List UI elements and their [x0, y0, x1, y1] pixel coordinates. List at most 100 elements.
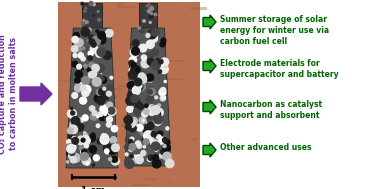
Circle shape: [80, 85, 86, 91]
Circle shape: [151, 105, 160, 115]
Circle shape: [88, 51, 93, 56]
Circle shape: [103, 144, 112, 152]
Circle shape: [162, 96, 166, 99]
Circle shape: [100, 135, 109, 144]
Circle shape: [84, 64, 87, 68]
Circle shape: [154, 13, 157, 16]
Circle shape: [98, 11, 99, 12]
Circle shape: [97, 138, 103, 144]
Circle shape: [140, 29, 144, 33]
Circle shape: [70, 122, 76, 128]
Text: CO₂ capture and reduction
to carbon in molten salts: CO₂ capture and reduction to carbon in m…: [0, 34, 18, 154]
Circle shape: [91, 133, 95, 136]
Circle shape: [144, 122, 147, 125]
Circle shape: [83, 19, 85, 21]
Circle shape: [128, 81, 133, 87]
Circle shape: [132, 86, 140, 94]
Circle shape: [112, 144, 119, 152]
Circle shape: [82, 115, 88, 121]
Circle shape: [133, 90, 135, 92]
Circle shape: [135, 82, 142, 89]
Circle shape: [82, 149, 87, 155]
Circle shape: [156, 122, 159, 125]
Circle shape: [155, 96, 158, 99]
Bar: [117, 85, 137, 88]
Circle shape: [165, 140, 170, 145]
Circle shape: [160, 42, 165, 47]
Circle shape: [70, 157, 77, 163]
Circle shape: [73, 53, 77, 57]
Circle shape: [113, 147, 115, 149]
Circle shape: [130, 56, 137, 63]
Circle shape: [152, 49, 159, 56]
Circle shape: [163, 138, 167, 142]
Circle shape: [82, 77, 89, 84]
Bar: [101, 95, 118, 98]
Circle shape: [99, 113, 107, 121]
Circle shape: [134, 126, 137, 130]
Circle shape: [125, 124, 131, 130]
Circle shape: [162, 144, 170, 152]
Circle shape: [133, 41, 139, 47]
Circle shape: [84, 10, 86, 12]
Circle shape: [75, 118, 83, 125]
Bar: [155, 95, 168, 97]
FancyArrow shape: [203, 100, 216, 114]
Circle shape: [139, 30, 141, 31]
Circle shape: [98, 112, 103, 116]
Circle shape: [81, 68, 83, 70]
Circle shape: [97, 115, 99, 118]
Circle shape: [152, 61, 160, 70]
Circle shape: [129, 147, 133, 151]
Circle shape: [155, 108, 163, 117]
Circle shape: [150, 31, 158, 39]
Circle shape: [67, 109, 76, 118]
Circle shape: [108, 107, 115, 114]
Circle shape: [131, 62, 136, 67]
Circle shape: [71, 154, 80, 162]
Circle shape: [144, 139, 149, 145]
Circle shape: [81, 136, 90, 145]
Circle shape: [96, 64, 105, 72]
Circle shape: [160, 153, 164, 158]
Circle shape: [75, 84, 82, 92]
Circle shape: [72, 61, 78, 67]
Circle shape: [144, 131, 153, 140]
Text: Summer storage of solar
energy for winter use via
carbon fuel cell: Summer storage of solar energy for winte…: [220, 15, 329, 46]
Circle shape: [80, 97, 86, 104]
Circle shape: [129, 143, 136, 150]
Circle shape: [90, 134, 95, 139]
Bar: [192, 139, 198, 141]
Circle shape: [86, 47, 88, 49]
Circle shape: [132, 40, 139, 47]
Circle shape: [163, 152, 171, 161]
Circle shape: [75, 78, 80, 83]
Circle shape: [153, 117, 162, 125]
Bar: [152, 15, 164, 17]
Bar: [160, 78, 183, 80]
Circle shape: [149, 108, 156, 115]
FancyArrow shape: [20, 83, 52, 105]
Circle shape: [106, 85, 114, 92]
Circle shape: [125, 153, 128, 156]
Circle shape: [100, 101, 104, 105]
Circle shape: [82, 47, 85, 50]
Circle shape: [71, 46, 78, 52]
Circle shape: [131, 140, 138, 147]
Circle shape: [81, 2, 84, 5]
Circle shape: [135, 141, 141, 146]
Circle shape: [91, 113, 98, 120]
Bar: [155, 138, 170, 141]
Circle shape: [89, 135, 95, 142]
Circle shape: [67, 140, 71, 144]
Circle shape: [132, 158, 135, 161]
Circle shape: [139, 44, 147, 52]
Circle shape: [134, 68, 137, 71]
Circle shape: [153, 12, 158, 16]
Circle shape: [146, 138, 153, 145]
Circle shape: [72, 93, 78, 98]
Circle shape: [163, 145, 166, 148]
Circle shape: [72, 36, 78, 43]
Circle shape: [102, 108, 108, 114]
Bar: [173, 77, 190, 78]
